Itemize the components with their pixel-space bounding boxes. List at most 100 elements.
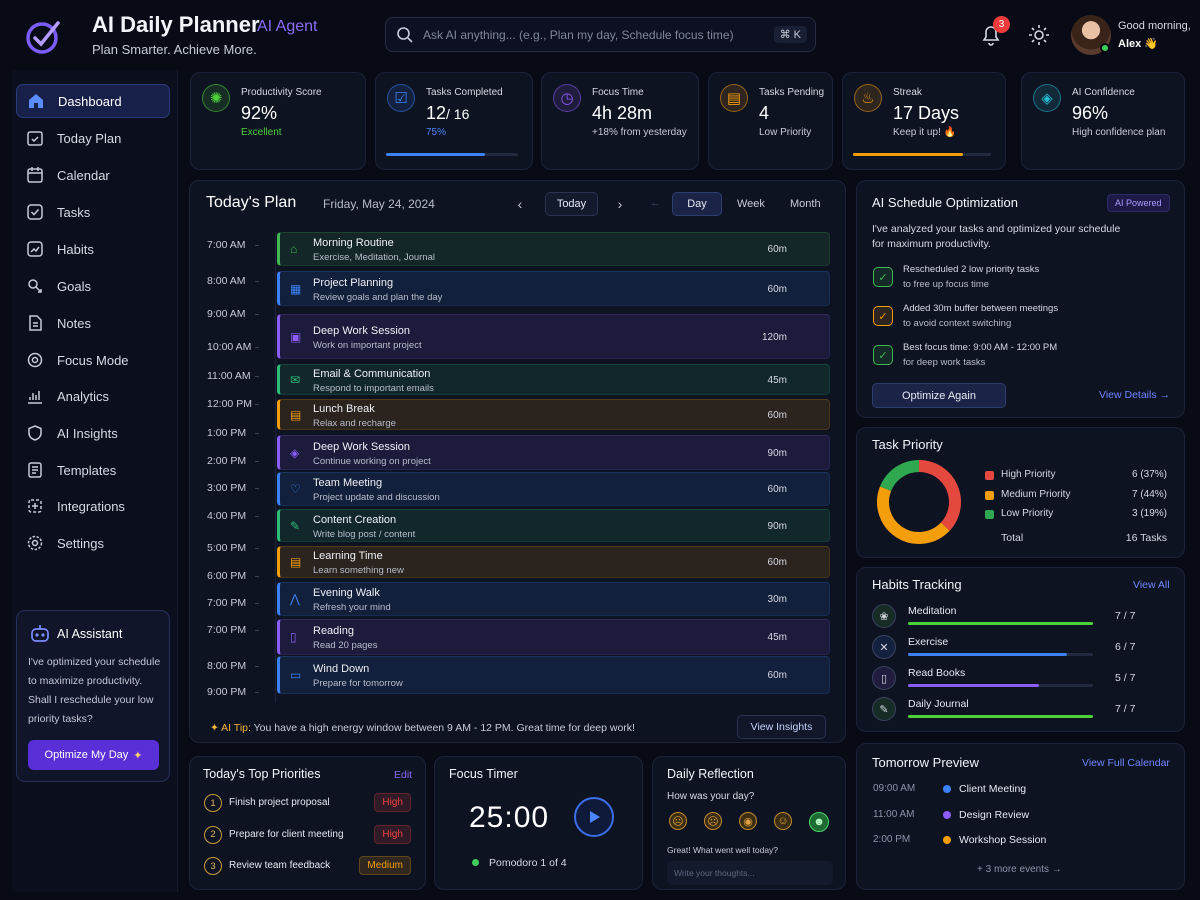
today-button[interactable]: Today [545, 192, 598, 216]
book-open-icon: ▯ [290, 630, 297, 644]
empty-circle-icon[interactable] [802, 554, 819, 571]
schedule-item-title: Learning Time [313, 550, 383, 562]
check-circle-icon[interactable] [802, 445, 819, 462]
sidebar-item-label: Settings [57, 535, 104, 551]
sidebar-item-integrations[interactable]: Integrations [16, 489, 170, 523]
optimization-icon: ✓ [873, 345, 893, 365]
schedule-item[interactable]: ▤ Lunch Break Relax and recharge 60m [277, 399, 830, 430]
optimize-again-button[interactable]: Optimize Again [872, 383, 1006, 408]
check-circle-icon[interactable] [802, 241, 819, 258]
check-circle-icon[interactable] [802, 281, 819, 298]
view-day-tab[interactable]: Day [672, 192, 722, 216]
more-events-link[interactable]: + 3 more events → [977, 864, 1062, 875]
view-insights-button[interactable]: View Insights [737, 715, 826, 739]
view-full-calendar-link[interactable]: View Full Calendar [1082, 757, 1170, 769]
habit-progress-fill [908, 684, 1040, 687]
sidebar-item-dashboard[interactable]: Dashboard [16, 84, 170, 118]
total-label: Total [1001, 532, 1024, 544]
donut-slice-low-priority [879, 460, 920, 492]
time-label: 7:00 PM [207, 597, 267, 609]
check-circle-icon[interactable] [802, 372, 819, 389]
check-circle-icon[interactable] [802, 329, 819, 346]
sidebar-item-settings[interactable]: Settings [16, 526, 170, 560]
schedule-item[interactable]: ▦ Project Planning Review goals and plan t… [277, 271, 830, 306]
stat-label: Streak [893, 87, 922, 98]
sidebar-item-calendar[interactable]: Calendar [16, 158, 170, 192]
stat-value-main: 12 [426, 103, 447, 123]
empty-circle-icon[interactable] [802, 518, 819, 535]
sidebar-item-label: Analytics [57, 388, 110, 404]
stat-card-productivity-score: ✺ Productivity Score 92% Excellent [190, 72, 366, 170]
schedule-item[interactable]: ▯ Reading Read 20 pages 45m [277, 619, 830, 655]
schedule-item-duration: 60m [767, 484, 787, 495]
event-name[interactable]: Design Review [959, 808, 1030, 821]
priority-text: Review team feedback [229, 860, 331, 871]
stat-sub: Low Priority [759, 127, 812, 138]
priority-title: Task Priority [872, 437, 943, 452]
bell-icon[interactable] [978, 22, 1004, 48]
frown-face-icon[interactable]: ☹ [704, 812, 722, 830]
schedule-item[interactable]: ✎ Content Creation Write blog post / conte… [277, 509, 830, 542]
prev-day-button[interactable]: ‹ [517, 196, 523, 212]
check-circle-icon[interactable] [802, 407, 819, 424]
time-label: 11:00 AM [207, 370, 267, 382]
stat-sub: +18% from yesterday [592, 127, 687, 138]
assistant-title: AI Assistant [57, 627, 123, 641]
sidebar-item-goals[interactable]: Goals [16, 269, 170, 303]
food-icon: ▤ [290, 407, 302, 422]
event-name[interactable]: Client Meeting [959, 783, 1027, 795]
schedule-item[interactable]: ♡ Team Meeting Project update and discussi… [277, 472, 830, 506]
sidebar-item-notes[interactable]: Notes [16, 306, 170, 340]
sidebar-item-templates[interactable]: Templates [16, 453, 170, 487]
schedule-item[interactable]: ◈ Deep Work Session Continue working on pr… [277, 435, 830, 470]
sad-face-icon[interactable]: ☹ [669, 812, 687, 830]
stat-label: Tasks Completed [426, 87, 503, 98]
app-badge: AI Agent [257, 18, 318, 35]
mail-icon: ✉ [290, 372, 301, 387]
edit-link[interactable]: Edit [394, 769, 413, 781]
view-details-link[interactable]: View Details → [1099, 389, 1170, 401]
neutral-face-icon[interactable]: ◉ [739, 812, 757, 830]
flame-icon: ♨ [854, 84, 882, 112]
search-input[interactable]: Ask AI anything... (e.g., Plan my day, S… [385, 17, 816, 52]
sidebar-item-habits[interactable]: Habits [16, 232, 170, 266]
event-name[interactable]: Workshop Session [959, 834, 1047, 846]
sidebar-item-label: Integrations [57, 498, 125, 514]
note-icon [26, 314, 44, 332]
check-circle-icon[interactable] [802, 481, 819, 498]
schedule-item[interactable]: ⋀ Evening Walk Refresh your mind 30m [277, 582, 830, 616]
happy-face-icon[interactable]: ☻ [809, 812, 829, 832]
app-title: AI Daily Planner [92, 12, 260, 37]
sidebar-item-ai-insights[interactable]: AI Insights [16, 416, 170, 450]
view-all-link[interactable]: View All [1133, 579, 1170, 591]
schedule-item[interactable]: ▤ Learning Time Learn something new 60m [277, 546, 830, 578]
next-day-button[interactable]: › [617, 196, 623, 212]
play-button[interactable] [574, 797, 614, 837]
theme-toggle-icon[interactable] [1028, 24, 1050, 46]
sidebar-item-today-plan[interactable]: Today Plan [16, 121, 170, 155]
tip-label: AI Tip: [221, 722, 251, 734]
legend-label: Low Priority [1001, 508, 1054, 519]
ai-powered-badge: AI Powered [1107, 194, 1170, 212]
habit-progress-track [908, 653, 1093, 656]
check-circle-icon[interactable] [802, 591, 819, 608]
sidebar-item-analytics[interactable]: Analytics [16, 379, 170, 413]
time-label: 3:00 PM [207, 482, 267, 494]
smile-face-icon[interactable]: ☺ [774, 812, 792, 830]
reflection-input[interactable]: Write your thoughts... [667, 861, 833, 885]
sidebar-item-focus-mode[interactable]: Focus Mode [16, 343, 170, 377]
schedule-item[interactable]: ✉ Email & Communication Respond to importa… [277, 364, 830, 395]
sparkle-icon: ✦ [133, 749, 143, 762]
schedule-item[interactable]: ▣ Deep Work Session Work on important proj… [277, 314, 830, 359]
view-month-tab[interactable]: Month [790, 198, 821, 210]
schedule-item[interactable]: ⌂ Morning Routine Exercise, Meditation, Jo… [277, 232, 830, 266]
time-label: 4:00 PM [207, 510, 267, 522]
empty-circle-icon[interactable] [802, 629, 819, 646]
view-week-tab[interactable]: Week [737, 198, 765, 210]
schedule-item[interactable]: ▭ Wind Down Prepare for tomorrow 60m [277, 656, 830, 694]
sidebar-item-tasks[interactable]: Tasks [16, 195, 170, 229]
optimize-my-day-button[interactable]: Optimize My Day ✦ [28, 740, 159, 770]
stat-sub: Excellent [241, 127, 282, 138]
plan-date: Friday, May 24, 2024 [323, 197, 435, 211]
empty-circle-icon[interactable] [802, 667, 819, 684]
